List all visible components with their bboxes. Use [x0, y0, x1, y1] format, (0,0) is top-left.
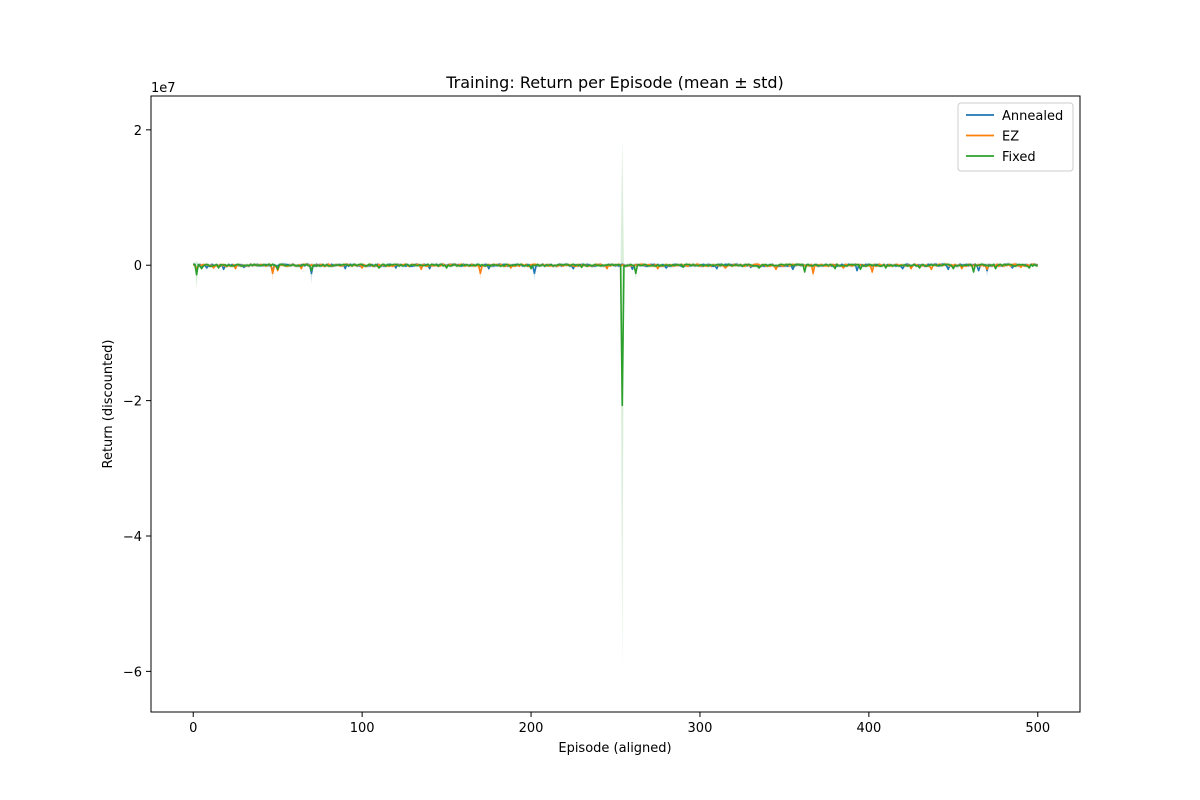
y-axis-label: Return (discounted) [101, 340, 116, 469]
x-tick-label: 500 [1025, 721, 1050, 736]
legend-label-fixed: Fixed [1002, 150, 1036, 165]
plot-frame [150, 95, 1081, 713]
chart-title: Training: Return per Episode (mean ± std… [445, 73, 784, 92]
x-tick-label: 100 [350, 721, 375, 736]
y-axis: 2 0 −2 −4 −6 [123, 124, 151, 680]
band-fixed [193, 137, 1038, 673]
legend-label-ez: EZ [1002, 130, 1019, 145]
legend-box [957, 102, 1074, 172]
band-ez [193, 262, 1038, 282]
x-tick-label: 300 [688, 721, 713, 736]
y-tick-label: −4 [123, 530, 142, 545]
x-tick-label: 200 [519, 721, 544, 736]
y-tick-label: −2 [123, 395, 142, 410]
legend-label-annealed: Annealed [1002, 109, 1063, 124]
y-tick-label: −6 [123, 665, 142, 680]
y-tick-label: 2 [134, 124, 142, 139]
x-tick-label: 400 [856, 721, 881, 736]
x-tick-label: 0 [189, 721, 197, 736]
x-axis: 0 100 200 300 400 500 [189, 712, 1050, 736]
series-line-fixed [193, 263, 1038, 407]
y-tick-label: 0 [134, 259, 142, 274]
y-axis-multiplier: 1e7 [151, 81, 176, 96]
std-bands [193, 137, 1038, 673]
series-lines [192, 263, 1038, 407]
legend: Annealed EZ Fixed [957, 102, 1074, 172]
x-axis-label: Episode (aligned) [558, 741, 671, 756]
band-annealed [193, 262, 1038, 284]
